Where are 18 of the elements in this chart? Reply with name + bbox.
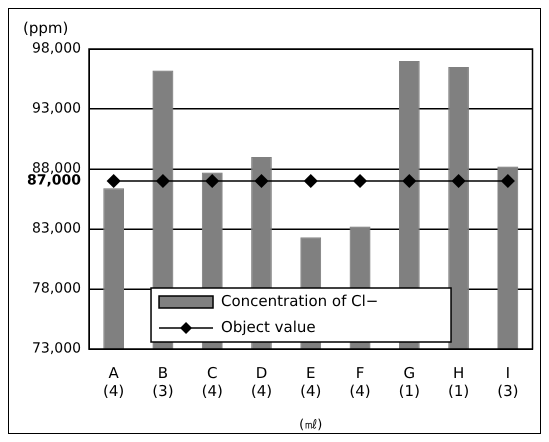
- x-tick-label: E (4): [300, 364, 322, 400]
- y-tick-label: 98,000: [32, 40, 82, 57]
- y-tick-label: 83,000: [32, 220, 82, 237]
- x-tick-label: C (4): [202, 364, 223, 400]
- y-axis-title: (ppm): [23, 18, 68, 37]
- x-tick-label: F (4): [349, 364, 371, 400]
- y-tick-label: 78,000: [32, 280, 82, 297]
- x-tick-label: D (4): [250, 364, 272, 400]
- x-tick-label: H (1): [448, 364, 470, 400]
- y-tick-label: 73,000: [32, 340, 82, 357]
- x-tick-label: I (3): [497, 364, 518, 400]
- x-axis-title: (㎖): [299, 417, 322, 432]
- y-tick-label: 93,000: [32, 100, 82, 117]
- x-tick-label: A (4): [103, 364, 124, 400]
- legend-label: Object value: [221, 318, 316, 336]
- x-tick-label: B (3): [152, 364, 174, 400]
- legend-label: Concentration of Cl−: [221, 292, 378, 310]
- x-tick-label: G (1): [398, 364, 420, 400]
